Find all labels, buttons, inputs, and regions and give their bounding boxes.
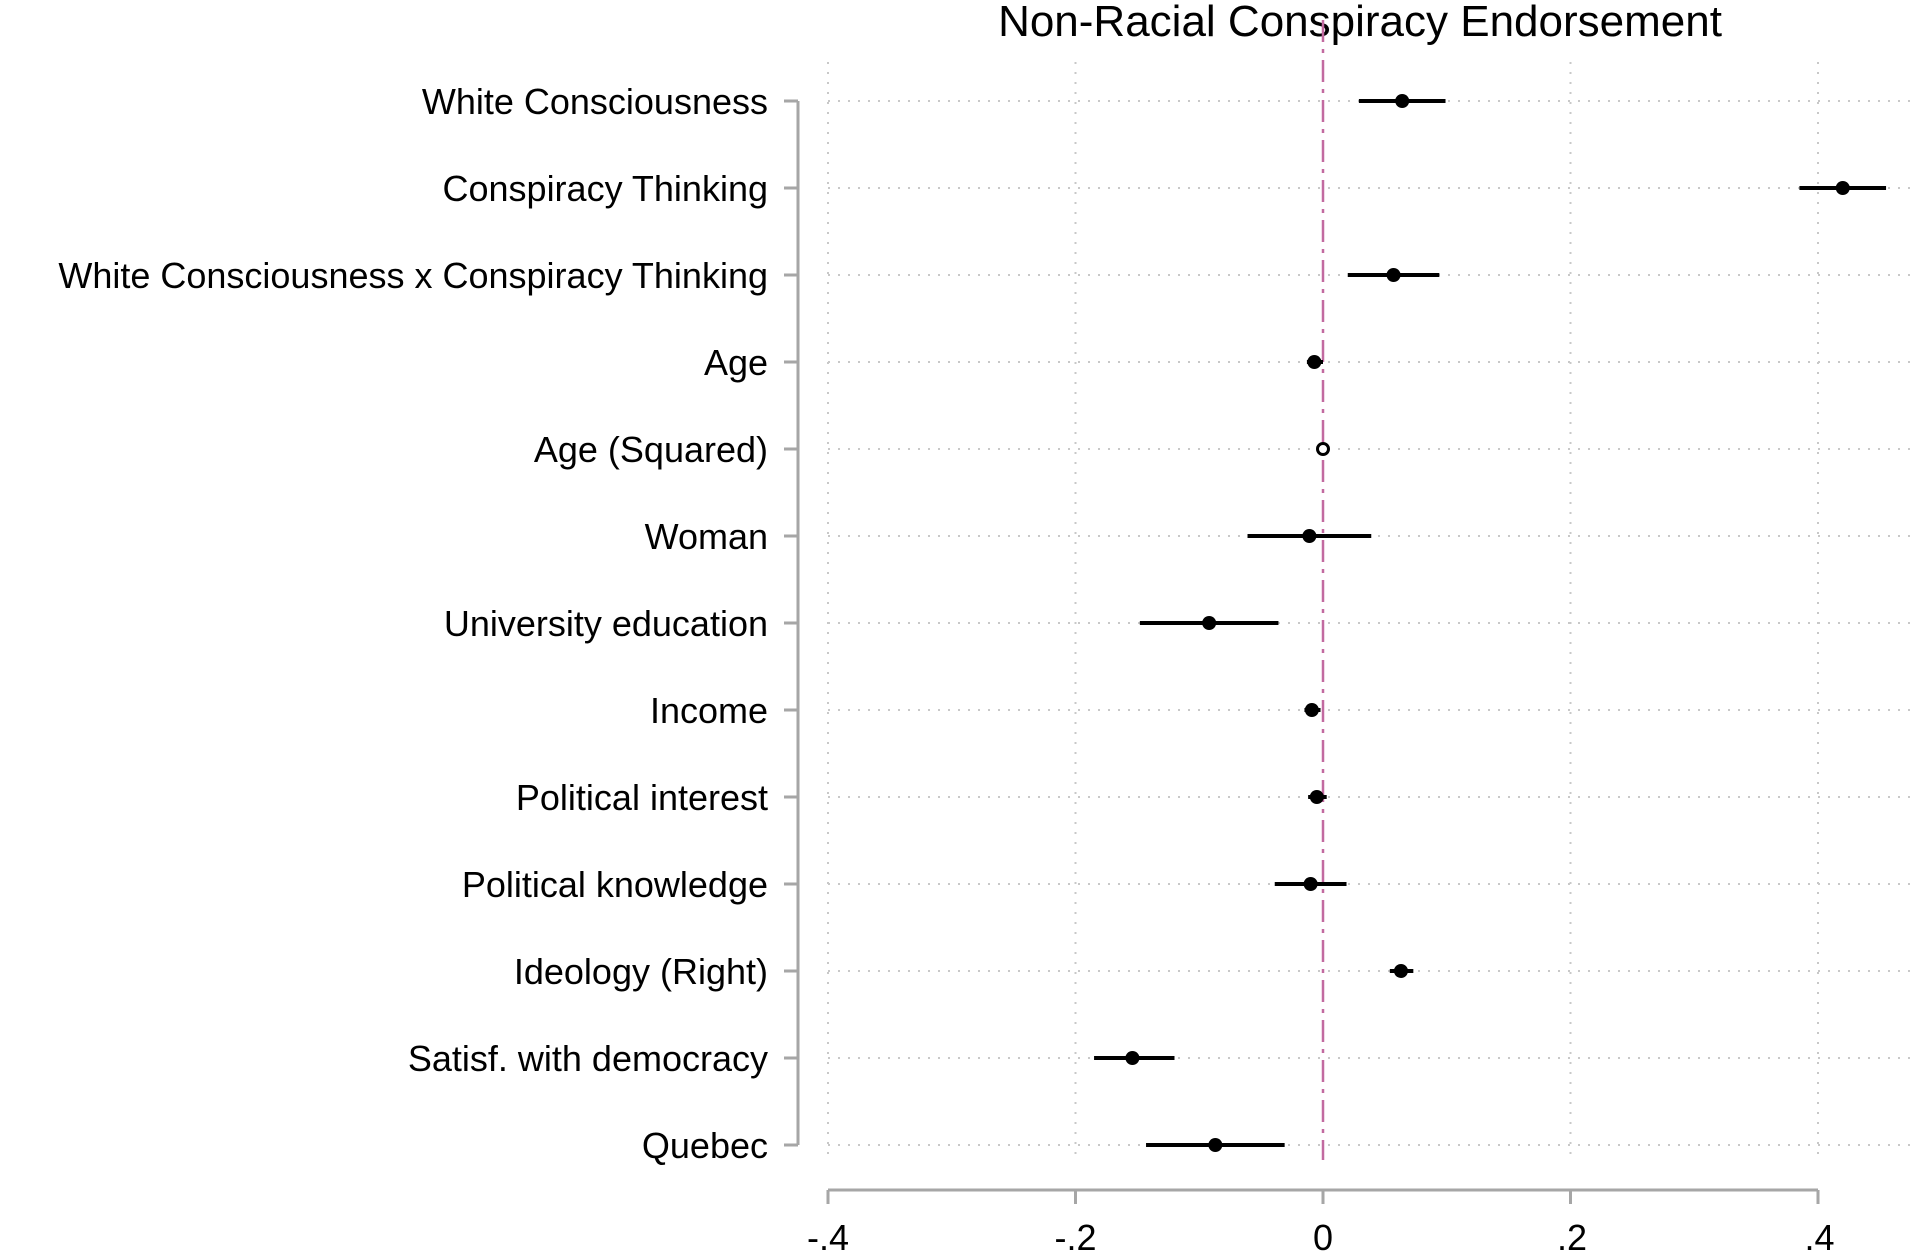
point-estimate [1395, 94, 1410, 108]
x-tick-label: -.2 [1054, 1217, 1096, 1254]
x-tick-label: .4 [1801, 1217, 1834, 1254]
point-estimate [1309, 790, 1324, 804]
point-estimate [1393, 964, 1408, 978]
y-label: White Consciousness x Conspiracy Thinkin… [58, 255, 768, 296]
x-tick-label: 0 [1313, 1217, 1333, 1254]
point-estimate [1304, 703, 1319, 717]
y-label: Political interest [516, 777, 768, 818]
x-tick-label: -.4 [807, 1217, 849, 1254]
y-label: Ideology (Right) [514, 951, 768, 992]
chart-title: Non-Racial Conspiracy Endorsement [998, 0, 1722, 46]
y-label: White Consciousness [422, 81, 768, 122]
point-estimate [1303, 877, 1318, 891]
point-estimate [1386, 268, 1401, 282]
y-label: Quebec [642, 1125, 768, 1166]
point-estimate [1302, 529, 1317, 543]
y-label: Age (Squared) [534, 429, 768, 470]
y-axis-labels: White Consciousness Conspiracy Thinking Wh… [58, 81, 768, 1166]
y-label: Age [704, 342, 768, 383]
y-label: Satisf. with democracy [408, 1038, 768, 1079]
point-estimate [1307, 355, 1322, 369]
coefficient-marks [1094, 94, 1887, 1152]
y-label: Political knowledge [462, 864, 768, 905]
y-label: Income [650, 690, 768, 731]
point-estimate [1835, 181, 1850, 195]
x-tick-label: .2 [1554, 1217, 1587, 1254]
point-estimate [1208, 1138, 1223, 1152]
x-axis-ticks: -.4 -.2 0 .2 .4 [807, 1190, 1835, 1254]
point-estimate-hollow [1316, 442, 1330, 456]
y-label: University education [444, 603, 768, 644]
y-label: Woman [645, 516, 768, 557]
y-label: Conspiracy Thinking [443, 168, 769, 209]
point-estimate [1202, 616, 1217, 630]
grid-lines [827, 62, 1910, 1160]
axes [784, 99, 1818, 1192]
point-estimate [1125, 1051, 1140, 1065]
